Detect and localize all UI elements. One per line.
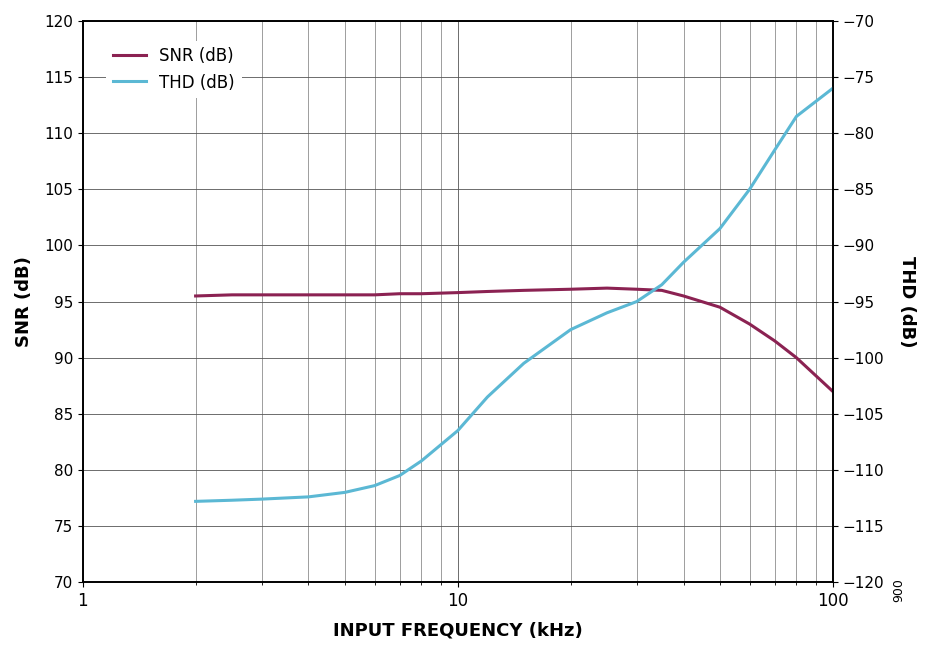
SNR (dB) xyxy=(303,291,314,299)
SNR (dB) xyxy=(519,286,530,294)
SNR (dB) xyxy=(656,286,668,294)
THD (dB) xyxy=(744,186,755,194)
SNR (dB) xyxy=(827,387,838,395)
THD (dB) xyxy=(369,482,380,490)
THD (dB) xyxy=(339,489,350,496)
THD (dB) xyxy=(827,84,838,92)
Y-axis label: SNR (dB): SNR (dB) xyxy=(15,256,33,347)
Y-axis label: THD (dB): THD (dB) xyxy=(898,256,916,347)
THD (dB) xyxy=(190,498,201,506)
SNR (dB) xyxy=(256,291,267,299)
SNR (dB) xyxy=(482,288,493,296)
THD (dB) xyxy=(790,112,802,120)
SNR (dB) xyxy=(601,284,613,292)
THD (dB) xyxy=(394,472,405,479)
SNR (dB) xyxy=(394,290,405,298)
THD (dB) xyxy=(631,298,642,305)
SNR (dB) xyxy=(714,303,725,311)
THD (dB) xyxy=(678,258,689,266)
SNR (dB) xyxy=(339,291,350,299)
SNR (dB) xyxy=(369,291,380,299)
SNR (dB) xyxy=(790,354,802,362)
THD (dB) xyxy=(303,493,314,501)
THD (dB) xyxy=(714,225,725,233)
Legend: SNR (dB), THD (dB): SNR (dB), THD (dB) xyxy=(106,41,242,98)
THD (dB) xyxy=(656,281,668,288)
SNR (dB) xyxy=(416,290,427,298)
Line: THD (dB): THD (dB) xyxy=(196,88,832,502)
Line: SNR (dB): SNR (dB) xyxy=(196,288,832,391)
SNR (dB) xyxy=(190,292,201,300)
Text: 900: 900 xyxy=(892,577,905,602)
THD (dB) xyxy=(452,426,464,434)
THD (dB) xyxy=(565,326,576,334)
THD (dB) xyxy=(519,360,530,368)
SNR (dB) xyxy=(452,288,464,296)
SNR (dB) xyxy=(565,285,576,293)
THD (dB) xyxy=(769,146,780,154)
THD (dB) xyxy=(482,393,493,401)
THD (dB) xyxy=(226,496,237,504)
SNR (dB) xyxy=(769,337,780,345)
SNR (dB) xyxy=(678,292,689,300)
THD (dB) xyxy=(256,495,267,503)
THD (dB) xyxy=(601,309,613,317)
SNR (dB) xyxy=(631,285,642,293)
SNR (dB) xyxy=(226,291,237,299)
X-axis label: INPUT FREQUENCY (kHz): INPUT FREQUENCY (kHz) xyxy=(333,621,583,639)
SNR (dB) xyxy=(744,320,755,328)
THD (dB) xyxy=(416,457,427,465)
